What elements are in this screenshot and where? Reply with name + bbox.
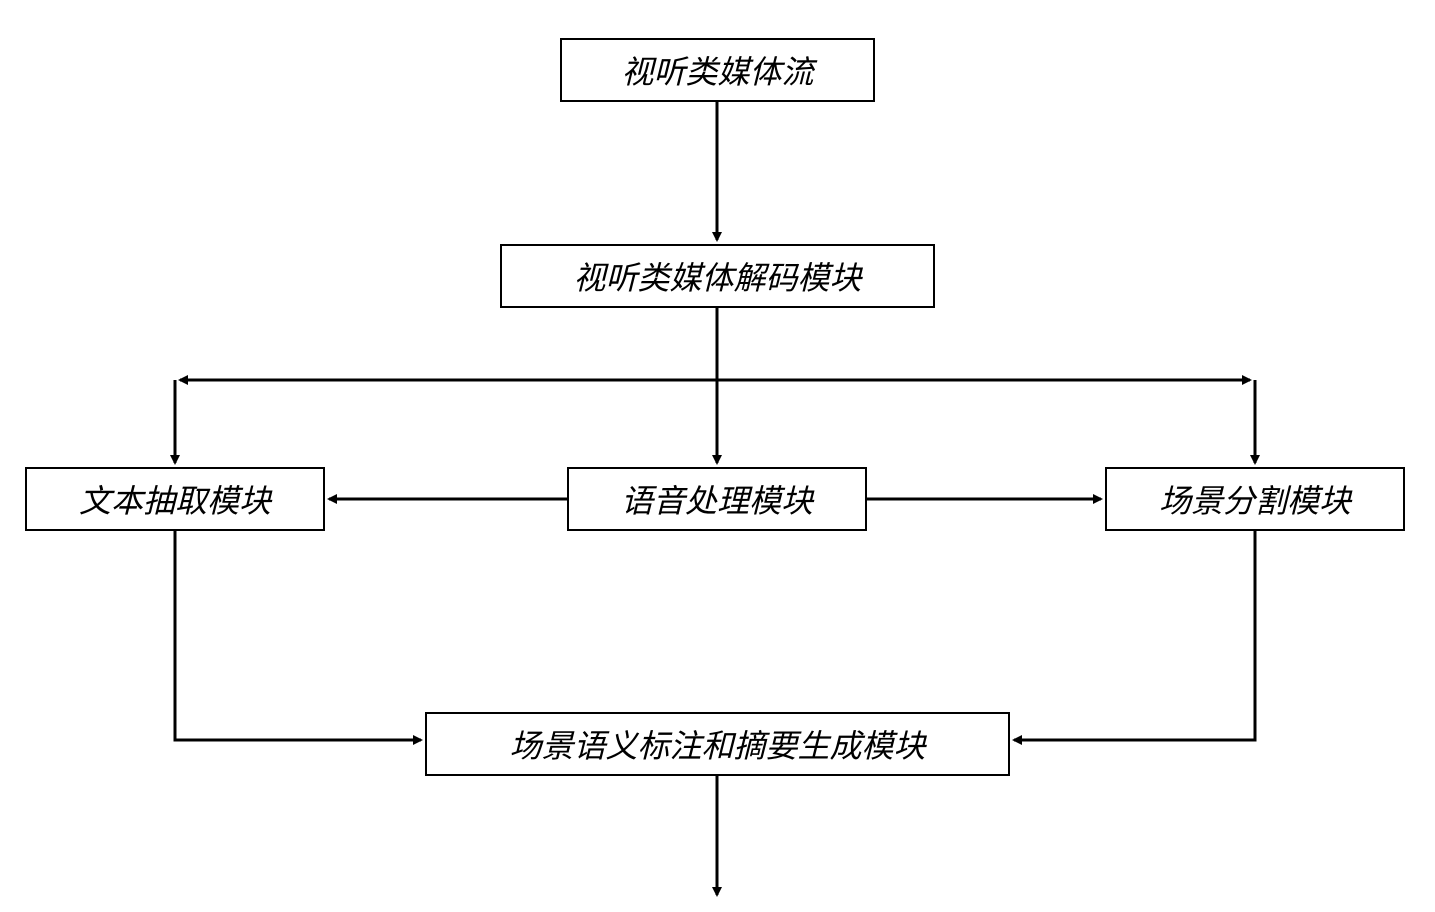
node-text-extraction-module: 文本抽取模块 bbox=[25, 467, 325, 531]
node-speech-processing-module: 语音处理模块 bbox=[567, 467, 867, 531]
node-scene-segmentation-module: 场景分割模块 bbox=[1105, 467, 1405, 531]
node-scene-semantic-annotation-module: 场景语义标注和摘要生成模块 bbox=[425, 712, 1010, 776]
edge-n3-n6 bbox=[175, 531, 421, 740]
node-media-stream: 视听类媒体流 bbox=[560, 38, 875, 102]
edge-n5-n6 bbox=[1014, 531, 1255, 740]
node-media-decode-module: 视听类媒体解码模块 bbox=[500, 244, 935, 308]
